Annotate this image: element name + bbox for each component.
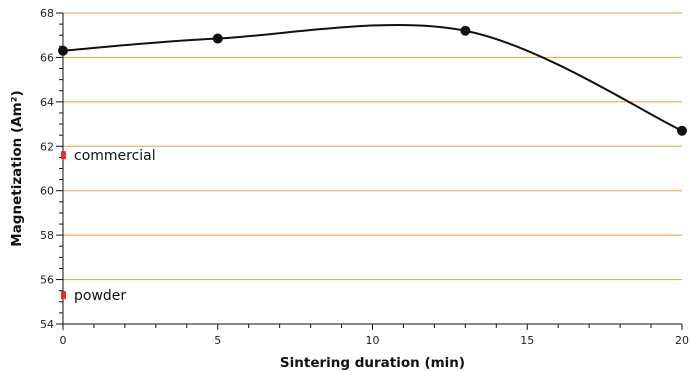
data-point (212, 33, 223, 44)
data-point (677, 125, 687, 136)
x-axis-title: Sintering duration (min) (280, 355, 465, 371)
reference-marker (61, 151, 66, 160)
reference-layer: commercial powder (61, 148, 156, 304)
x-tick-label: 15 (520, 334, 534, 347)
x-tick-label: 10 (366, 334, 380, 347)
y-tick-label: 56 (40, 274, 54, 287)
series-line (62, 24, 683, 132)
x-tick-label: 0 (60, 334, 67, 347)
y-axis-title: Magnetization (Am²) (9, 90, 25, 246)
y-tick-label: 58 (40, 229, 54, 242)
data-point (58, 45, 68, 56)
grid-layer (63, 12, 682, 325)
y-tick-label: 62 (40, 140, 54, 153)
data-point (460, 25, 471, 36)
series-layer (58, 24, 687, 136)
tick-layer: 54 56 58 60 62 64 66 68 0 5 10 15 20 (40, 7, 689, 347)
y-tick-label: 60 (40, 185, 54, 198)
y-tick-label: 64 (40, 96, 54, 109)
x-tick-label: 20 (675, 334, 689, 347)
y-tick-label: 66 (40, 51, 54, 64)
reference-label: powder (74, 288, 126, 304)
x-tick-label: 5 (214, 334, 221, 347)
reference-label: commercial (74, 148, 156, 164)
reference-marker (61, 291, 66, 300)
y-tick-label: 68 (40, 7, 54, 20)
y-tick-label: 54 (40, 318, 54, 331)
